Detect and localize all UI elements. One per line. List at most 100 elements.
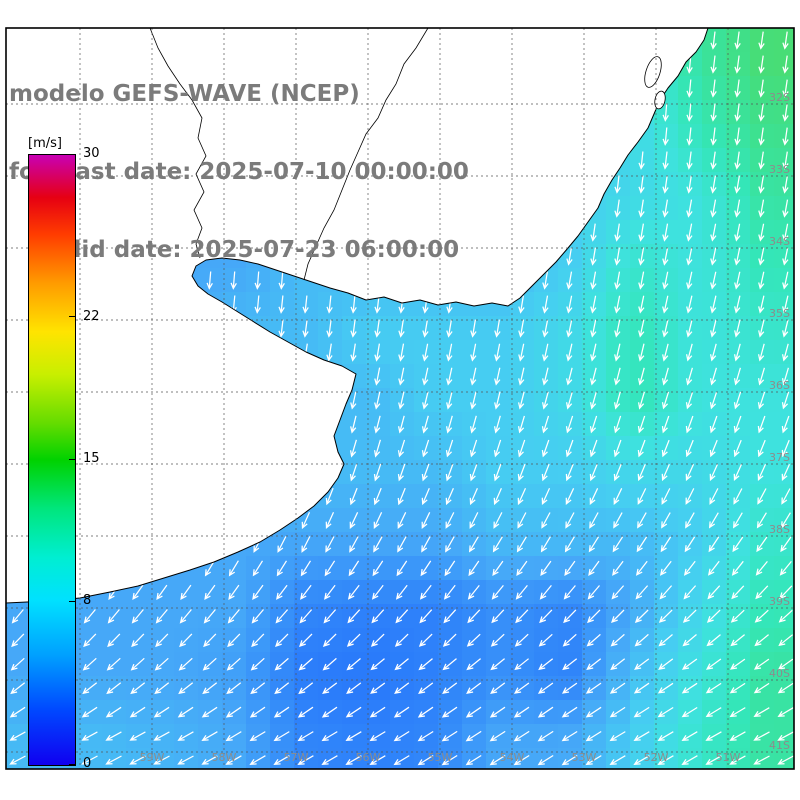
map-header: modelo GEFS-WAVE (NCEP) forecast date: 2… (9, 29, 469, 315)
wave-direction-arrow (710, 199, 717, 218)
wave-direction-arrow (11, 609, 24, 624)
wave-direction-arrow (206, 271, 213, 290)
wave-direction-arrow (129, 755, 146, 765)
wave-direction-arrow (537, 706, 554, 718)
wave-direction-arrow (203, 609, 216, 624)
wave-direction-arrow (610, 633, 625, 647)
wave-direction-arrow (778, 634, 793, 647)
wave-direction-arrow (638, 223, 645, 242)
wave-direction-arrow (638, 151, 645, 170)
wave-direction-arrow (131, 609, 144, 624)
wave-direction-arrow (611, 609, 625, 623)
wave-direction-arrow (734, 31, 741, 50)
wave-direction-arrow (9, 731, 26, 741)
wave-direction-arrow (613, 439, 622, 458)
wave-direction-arrow (734, 199, 741, 218)
wave-direction-arrow (421, 512, 431, 529)
wave-direction-arrow (273, 731, 290, 742)
wave-direction-arrow (177, 731, 194, 741)
wave-direction-arrow (589, 391, 597, 410)
wave-direction-arrow (204, 584, 216, 601)
wave-direction-arrow (374, 415, 381, 434)
wave-direction-arrow (638, 271, 645, 290)
wave-direction-arrow (349, 536, 359, 553)
wave-direction-arrow (326, 319, 333, 338)
wave-direction-arrow (710, 247, 717, 266)
wave-direction-arrow (753, 755, 770, 765)
wave-direction-arrow (565, 391, 573, 410)
wave-direction-arrow (590, 295, 597, 314)
wave-direction-arrow (566, 319, 573, 338)
wave-direction-arrow (782, 151, 789, 170)
longitude-label: 56W (356, 751, 381, 764)
wave-direction-arrow (734, 103, 741, 122)
wave-direction-arrow (107, 633, 121, 648)
wave-direction-arrow (516, 536, 527, 553)
wave-direction-arrow (609, 755, 626, 766)
wave-direction-arrow (589, 463, 598, 482)
wave-direction-arrow (204, 560, 215, 577)
wave-direction-arrow (226, 657, 241, 671)
wave-direction-arrow (733, 415, 742, 434)
wave-direction-arrow (782, 31, 789, 50)
map-frame (5, 27, 795, 770)
wave-direction-arrow (350, 295, 357, 314)
wave-direction-arrow (686, 55, 693, 74)
wave-direction-arrow (779, 561, 792, 576)
wave-direction-arrow (757, 391, 766, 410)
land-layer (5, 27, 709, 604)
latitude-label: 39S (769, 595, 790, 608)
wave-direction-arrow (540, 536, 551, 553)
wave-direction-arrow (661, 415, 670, 434)
wave-direction-arrow (372, 560, 384, 577)
wave-direction-arrow (373, 463, 382, 482)
wave-direction-arrow (345, 731, 362, 742)
wave-direction-arrow (753, 707, 770, 718)
wave-direction-arrow (517, 487, 527, 506)
wave-direction-arrow (708, 536, 720, 553)
wave-direction-arrow (734, 127, 741, 146)
wave-direction-arrow (662, 103, 669, 122)
wave-direction-arrow (585, 730, 602, 742)
wave-direction-arrow (662, 223, 669, 242)
wave-cell (534, 748, 558, 769)
wave-direction-arrow (374, 295, 381, 314)
wave-direction-arrow (755, 585, 769, 600)
wave-direction-arrow (493, 439, 502, 458)
wave-direction-arrow (249, 706, 266, 718)
wave-direction-arrow (373, 439, 381, 458)
wave-direction-arrow (470, 367, 477, 386)
wave-direction-arrow (758, 247, 765, 266)
wave-direction-arrow (129, 706, 146, 718)
wave-direction-arrow (590, 319, 597, 338)
wave-direction-arrow (393, 730, 410, 742)
wave-direction-arrow (587, 585, 600, 600)
wave-direction-arrow (491, 609, 505, 624)
wave-direction-arrow (153, 706, 170, 718)
wave-direction-arrow (733, 343, 741, 362)
wave-direction-arrow (609, 682, 626, 694)
wave-direction-arrow (686, 223, 693, 242)
wave-direction-arrow (541, 439, 550, 458)
wave-cell (774, 220, 794, 244)
wave-direction-arrow (300, 584, 312, 600)
wave-direction-arrow (685, 439, 694, 458)
wave-direction-arrow (586, 633, 601, 647)
lagoon-outline (654, 90, 666, 110)
longitude-label: 59W (140, 751, 165, 764)
wave-direction-arrow (589, 367, 597, 386)
wave-direction-arrow (757, 439, 766, 458)
wave-direction-arrow (781, 464, 791, 481)
wave-direction-arrow (565, 367, 573, 386)
wave-direction-arrow (565, 439, 574, 458)
wave-direction-arrow (201, 731, 218, 742)
wave-direction-arrow (470, 319, 477, 338)
wave-direction-arrow (490, 658, 505, 671)
wave-direction-arrow (467, 609, 481, 624)
wave-direction-arrow (585, 706, 602, 718)
wave-direction-arrow (542, 343, 549, 362)
wave-cell (318, 748, 342, 769)
wave-direction-arrow (782, 127, 789, 146)
wave-direction-arrow (658, 658, 674, 670)
wave-direction-arrow (686, 175, 693, 194)
